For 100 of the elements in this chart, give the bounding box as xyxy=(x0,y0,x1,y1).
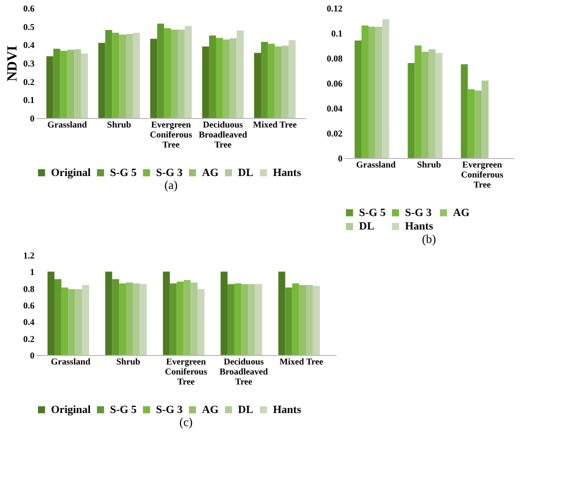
bar xyxy=(460,64,468,158)
bar xyxy=(74,49,81,118)
y-tick-label: 0.5 xyxy=(23,22,35,32)
bar xyxy=(82,285,90,355)
bar xyxy=(288,40,296,118)
bar xyxy=(171,30,178,118)
bar xyxy=(248,284,256,355)
x-tick-label: Evergreen Coniferous Tree xyxy=(164,356,208,386)
x-tick-label: Shrub xyxy=(416,160,442,170)
y-tick-label: 0.04 xyxy=(326,104,343,114)
y-tick-label: 0 xyxy=(338,154,343,164)
legend-label: Hants xyxy=(273,404,302,416)
y-tick-label: 0 xyxy=(30,350,35,360)
bar xyxy=(198,289,204,355)
y-tick-label: 0.1 xyxy=(331,28,343,38)
bar xyxy=(255,284,262,355)
bar xyxy=(119,34,126,118)
bar xyxy=(230,38,237,118)
legend-label: S-G 5 xyxy=(359,206,386,219)
bar xyxy=(176,282,184,355)
legend-label: S-G 3 xyxy=(405,206,432,219)
x-tick-label: Grassland xyxy=(356,160,396,170)
bar xyxy=(261,42,268,118)
bar xyxy=(112,279,120,355)
bar xyxy=(254,52,261,118)
legend-label: S-G 5 xyxy=(110,404,138,416)
bar xyxy=(282,46,289,118)
bar xyxy=(222,40,230,118)
x-tick-label: Shrub xyxy=(116,356,140,366)
legend-label: Hants xyxy=(405,220,434,232)
legend-label: Original xyxy=(51,404,91,416)
y-tick-label: 1 xyxy=(30,267,35,278)
bar xyxy=(98,42,106,118)
bar xyxy=(216,38,223,118)
y-tick-label: 0.12 xyxy=(326,4,343,14)
y-tick-label: 0.02 xyxy=(326,128,343,138)
bar xyxy=(170,283,177,355)
y-tick-label: 0.2 xyxy=(23,334,35,344)
bar xyxy=(375,26,382,158)
x-tick-label: Evergreen Coniferous Tree xyxy=(150,120,193,150)
bar xyxy=(482,80,489,158)
bar xyxy=(228,284,234,355)
bar xyxy=(382,19,390,158)
bar xyxy=(60,50,68,118)
y-tick-label: 0.06 xyxy=(326,78,343,88)
x-tick-label: Deciduous Broadleaved Tree xyxy=(220,356,268,386)
bar xyxy=(68,289,76,355)
bar xyxy=(220,272,228,355)
legend-label: S-G 5 xyxy=(110,166,138,179)
bar xyxy=(61,288,68,355)
bar xyxy=(46,56,54,118)
x-tick-label: Evergreen Coniferous Tree xyxy=(460,160,504,190)
bar xyxy=(234,283,242,355)
bar xyxy=(119,283,126,355)
bar xyxy=(178,30,185,118)
x-tick-label: Grassland xyxy=(50,356,90,366)
x-tick-label: Shrub xyxy=(107,120,132,130)
legend-label: AG xyxy=(202,166,219,179)
bar xyxy=(292,283,300,355)
bar xyxy=(468,89,475,158)
bar xyxy=(140,284,147,355)
bar xyxy=(105,272,112,355)
bar xyxy=(312,286,320,355)
legend-label: DL xyxy=(238,166,254,179)
y-tick-label: 0.3 xyxy=(23,58,35,68)
bar xyxy=(126,282,133,355)
y-tick-label: 0.08 xyxy=(326,54,343,64)
bar xyxy=(132,283,140,355)
legend-label: DL xyxy=(238,404,254,416)
x-tick-label: Mixed Tree xyxy=(252,120,297,130)
bar xyxy=(435,53,442,158)
x-tick-label: Deciduous Broadleaved Tree xyxy=(198,120,248,150)
bar xyxy=(408,63,415,158)
bar xyxy=(285,288,292,355)
bar xyxy=(54,279,62,355)
bar xyxy=(162,272,170,355)
bar xyxy=(236,30,244,118)
legend-label: AG xyxy=(202,404,219,416)
bar xyxy=(190,282,198,355)
y-axis-title: NDVI xyxy=(5,46,20,82)
bar xyxy=(184,280,191,355)
bar xyxy=(474,90,482,158)
y-tick-label: 0.6 xyxy=(23,300,35,310)
bar xyxy=(157,24,164,118)
x-tick-label: Mixed Tree xyxy=(280,356,324,366)
y-tick-label: 0.6 xyxy=(23,4,35,14)
bar xyxy=(81,53,88,118)
y-tick-label: 0.8 xyxy=(23,284,35,294)
bar xyxy=(112,32,120,118)
bar xyxy=(132,32,140,118)
bar xyxy=(150,38,158,118)
bar xyxy=(202,46,210,118)
bar xyxy=(184,26,192,118)
y-tick-label: 0.4 xyxy=(23,317,35,328)
bar xyxy=(126,34,133,118)
bar xyxy=(274,46,282,118)
legend-label: DL xyxy=(359,220,374,232)
bar xyxy=(368,26,376,158)
bar xyxy=(428,49,436,158)
bar xyxy=(414,46,422,158)
